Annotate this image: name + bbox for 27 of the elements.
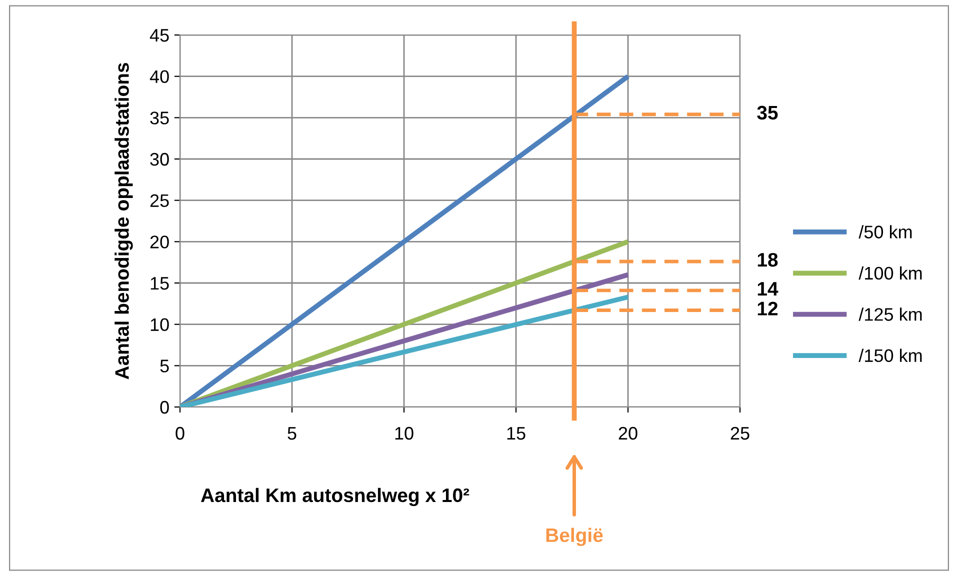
y-tick-label: 10: [150, 318, 169, 332]
legend-label: /100 km: [858, 266, 922, 280]
y-tick-label: 0: [160, 400, 169, 414]
x-tick-label: 25: [730, 426, 750, 440]
legend-label: /150 km: [858, 348, 922, 362]
y-tick-label: 5: [160, 360, 169, 372]
data-label: 12: [758, 302, 778, 316]
legend-label: /125 km: [858, 308, 922, 321]
legend-label: /50 km: [858, 225, 912, 238]
x-axis-title: Aantal Km autosnelweg x 10²: [200, 488, 470, 506]
y-tick-label: 40: [150, 70, 169, 84]
y-tick-label: 20: [150, 236, 169, 248]
x-tick-label: 5: [288, 427, 296, 440]
x-tick-label: 20: [618, 426, 638, 440]
data-label: 35: [757, 106, 778, 120]
y-tick-label: 25: [150, 194, 169, 208]
data-label: 14: [758, 282, 778, 296]
y-axis-title: Aantal benodigde opplaadstations: [114, 62, 133, 380]
ref-line-label: België: [546, 528, 603, 546]
x-tick-label: 15: [507, 427, 526, 440]
y-tick-label: 45: [150, 29, 169, 42]
x-tick-label: 10: [395, 426, 414, 440]
x-tick-label: 0: [176, 426, 184, 440]
y-tick-label: 15: [150, 277, 169, 290]
y-tick-label: 30: [150, 152, 169, 166]
y-tick-label: 35: [150, 112, 169, 124]
data-label: 18: [758, 252, 778, 267]
